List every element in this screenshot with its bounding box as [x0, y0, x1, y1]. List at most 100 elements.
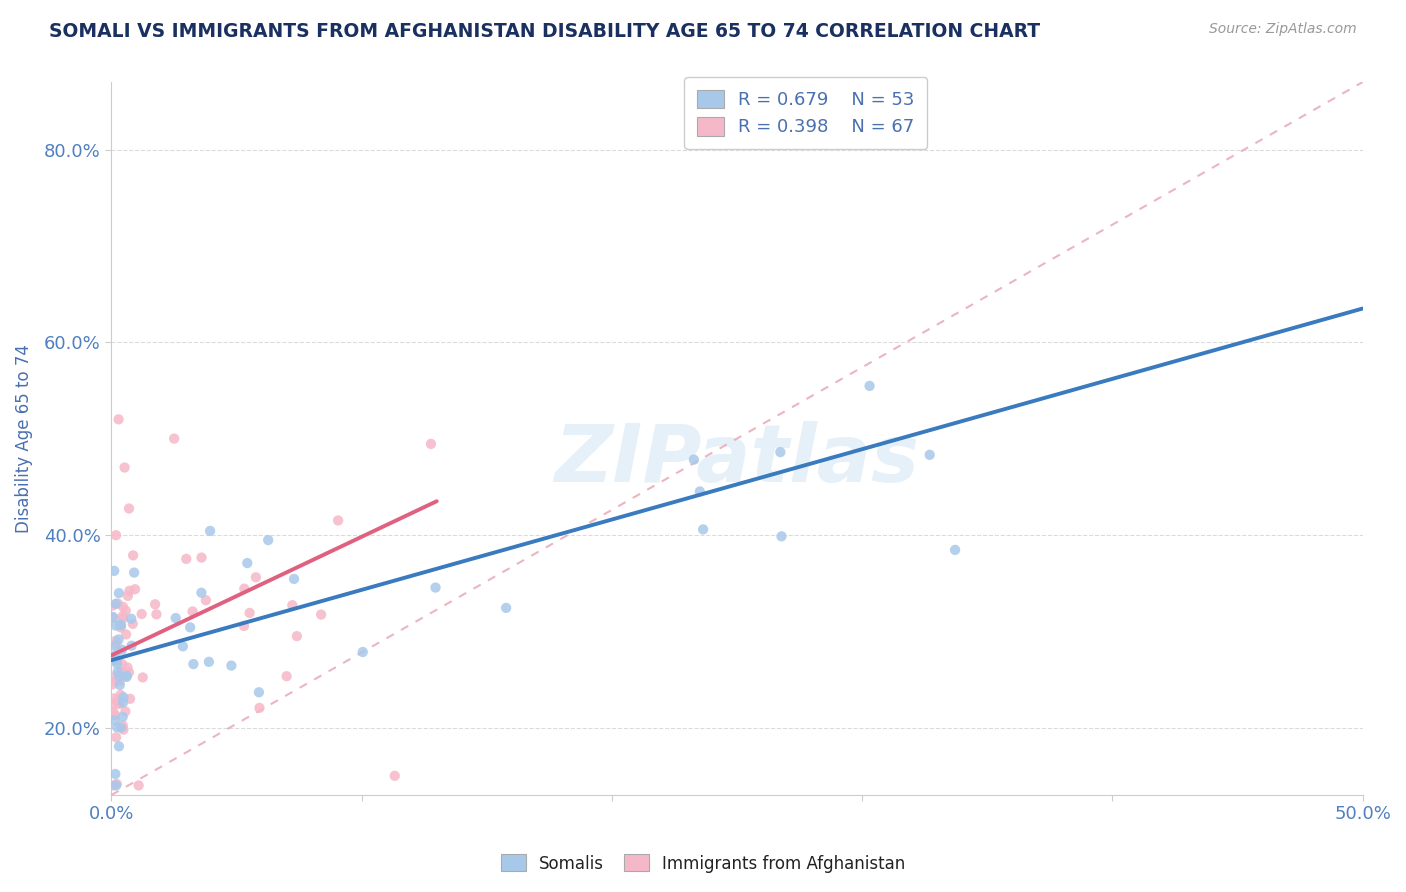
Point [107, 665, 129, 679]
Point [115, 670, 138, 684]
Point [309, 607, 332, 622]
Point [131, 607, 153, 621]
Point [128, 779, 150, 793]
Point [112, 723, 135, 737]
Point [198, 655, 221, 669]
Point [108, 586, 131, 600]
Point [239, 606, 262, 620]
Point [114, 604, 136, 618]
Point [143, 597, 166, 611]
Point [108, 673, 131, 688]
Point [105, 669, 128, 683]
Point [105, 673, 128, 688]
Point [943, 543, 966, 558]
Point [101, 698, 124, 712]
Point [145, 607, 167, 622]
Point [105, 777, 128, 791]
Point [107, 632, 129, 647]
Point [105, 779, 128, 793]
Text: SOMALI VS IMMIGRANTS FROM AFGHANISTAN DISABILITY AGE 65 TO 74 CORRELATION CHART: SOMALI VS IMMIGRANTS FROM AFGHANISTAN DI… [49, 22, 1040, 41]
Point [104, 714, 127, 728]
Point [104, 767, 127, 781]
Point [108, 697, 131, 711]
Point [105, 654, 128, 668]
Point [118, 583, 141, 598]
Point [111, 642, 134, 657]
Point [110, 721, 132, 735]
Point [122, 566, 145, 580]
Point [111, 710, 134, 724]
Text: ZIPatlas: ZIPatlas [554, 421, 920, 499]
Point [118, 501, 141, 516]
Point [131, 670, 153, 684]
Point [190, 585, 212, 599]
Point [107, 412, 129, 426]
Point [692, 523, 714, 537]
Point [108, 669, 131, 683]
Point [245, 570, 267, 584]
Point [114, 704, 136, 718]
Point [103, 691, 125, 706]
Point [110, 665, 132, 679]
Point [112, 695, 135, 709]
Point [118, 665, 141, 680]
Point [104, 597, 127, 611]
Point [118, 691, 141, 706]
Point [101, 677, 124, 691]
Point [104, 634, 127, 648]
Point [105, 657, 128, 671]
Point [183, 657, 205, 671]
Point [121, 639, 143, 653]
Point [495, 600, 517, 615]
Point [110, 620, 132, 634]
Point [352, 645, 374, 659]
Point [104, 618, 127, 632]
Point [194, 593, 217, 607]
Point [276, 669, 298, 683]
Point [105, 637, 128, 651]
Point [121, 616, 143, 631]
Point [104, 648, 127, 663]
Point [105, 694, 128, 708]
Point [163, 432, 186, 446]
Point [103, 705, 125, 719]
Point [858, 379, 880, 393]
Point [111, 609, 134, 624]
Point [281, 599, 304, 613]
Point [101, 779, 124, 793]
Text: Source: ZipAtlas.com: Source: ZipAtlas.com [1209, 22, 1357, 37]
Point [249, 701, 271, 715]
Point [198, 524, 221, 538]
Point [114, 460, 136, 475]
Point [326, 513, 349, 527]
Point [770, 529, 793, 543]
Point [124, 582, 146, 597]
Point [425, 581, 447, 595]
Point [107, 597, 129, 611]
Point [682, 452, 704, 467]
Point [257, 533, 280, 547]
Point [117, 589, 139, 603]
Point [233, 619, 256, 633]
Point [101, 599, 124, 613]
Legend: R = 0.679    N = 53, R = 0.398    N = 67: R = 0.679 N = 53, R = 0.398 N = 67 [685, 77, 928, 149]
Point [122, 549, 145, 563]
Point [233, 582, 256, 596]
Point [165, 611, 187, 625]
Point [101, 610, 124, 624]
Point [111, 666, 134, 681]
Point [769, 445, 792, 459]
Point [112, 611, 135, 625]
Point [104, 708, 127, 723]
Point [111, 657, 134, 672]
Point [112, 690, 135, 705]
Point [107, 697, 129, 711]
Point [115, 627, 138, 641]
Point [918, 448, 941, 462]
Point [236, 556, 259, 570]
Point [105, 731, 128, 745]
Point [181, 605, 204, 619]
Point [108, 739, 131, 754]
Point [115, 669, 138, 683]
Point [384, 769, 406, 783]
